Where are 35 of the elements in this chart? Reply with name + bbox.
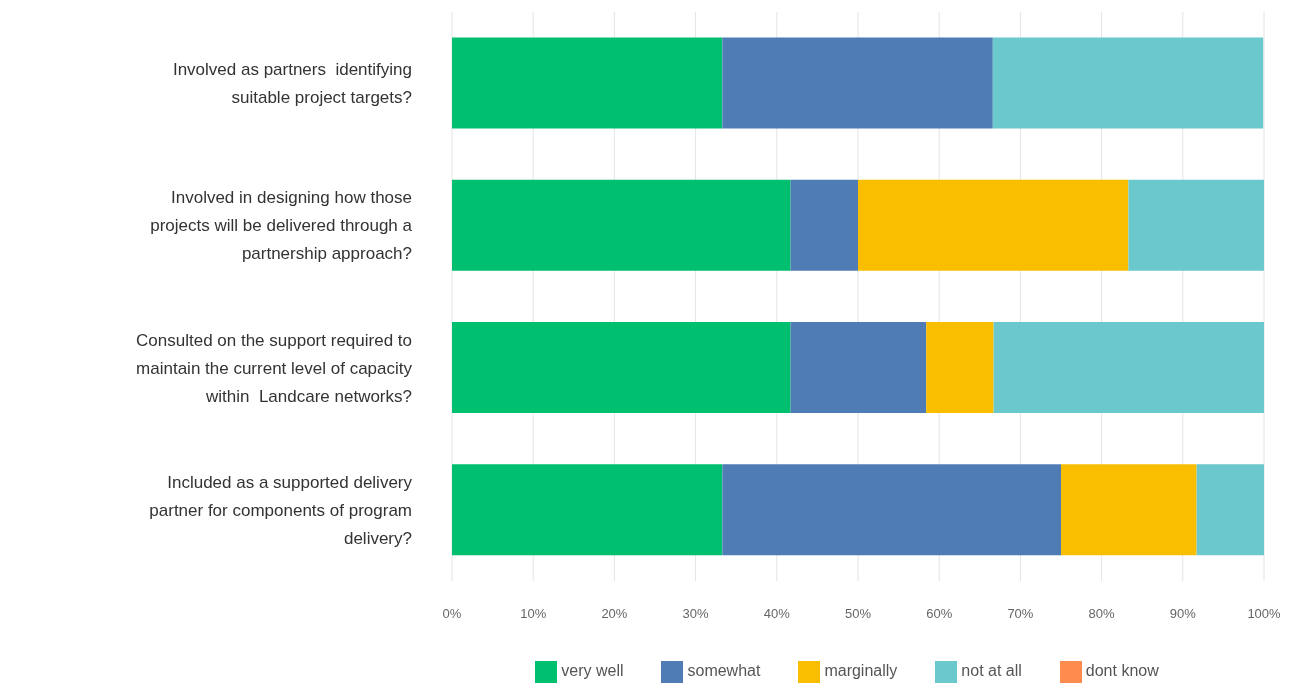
bar [1196, 464, 1264, 556]
x-tick-label: 100% [1247, 606, 1282, 622]
bar [993, 322, 1264, 414]
x-tick-label: 60% [926, 606, 953, 622]
y-tick-label: Involved as partners identifying suitable project targets? [172, 59, 412, 107]
bar [992, 37, 1264, 129]
y-tick-label: Involved in designing how those projects will be delivered through a partnership approach? [150, 187, 413, 263]
x-tick-label: 90% [1169, 606, 1197, 622]
y-tick-label: Consulted on the support required to maintain the current level of capacity within Landcare networks? [136, 330, 413, 406]
bar [452, 37, 723, 129]
bar [722, 464, 1061, 556]
x-tick-label: 50% [844, 606, 872, 622]
bar [926, 322, 994, 414]
x-tick-label: 30% [682, 606, 710, 622]
x-tick-label: 80% [1088, 606, 1116, 622]
bar [452, 179, 791, 271]
legend-label: somewhat [687, 662, 761, 680]
x-tick-label: 40% [763, 606, 791, 622]
bar [1128, 179, 1264, 271]
legend-label: very well [561, 662, 624, 680]
bar [1061, 464, 1197, 556]
x-tick-label: 20% [601, 606, 628, 622]
x-tick-label: 0% [442, 606, 462, 622]
legend-label: not at all [961, 662, 1022, 680]
bar [452, 322, 791, 414]
legend-label: marginally [824, 662, 898, 680]
x-tick-label: 70% [1007, 606, 1034, 622]
x-tick-label: 10% [520, 606, 547, 622]
legend-label: dont know [1085, 662, 1159, 680]
bar [858, 179, 1129, 271]
y-tick-label: Included as a supported delivery partner for components of program delivery? [149, 472, 413, 548]
bar [790, 179, 858, 271]
bar [722, 37, 993, 129]
bar [790, 322, 927, 414]
bar [452, 464, 723, 556]
